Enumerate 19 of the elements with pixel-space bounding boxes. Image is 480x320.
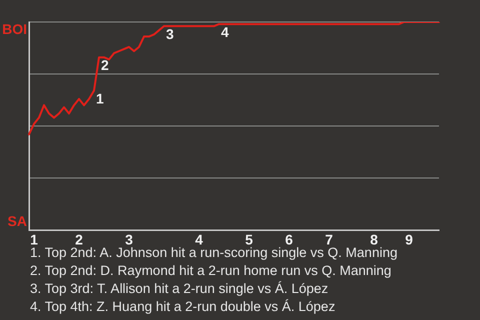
text: SA [8,212,27,229]
x-tick-label: 3 [125,231,134,248]
x-tick-label: 9 [405,231,414,248]
annotation: 1 [96,90,104,106]
annotation: 4 [221,24,229,40]
x-tick-label: 6 [285,231,294,248]
x-tick-label: 8 [370,231,378,248]
text: BOI [2,20,27,37]
annotation: 2 [101,57,109,74]
x-tick-label: 1 [30,231,38,248]
text: 4. Top 4th: Z. Huang hit a 2-run double vs Á. López [30,298,336,316]
text: 1. Top 2nd: A. Johnson hit a run-scoring single vs Q. Manning [30,245,398,262]
x-tick-label: 7 [325,231,334,248]
text: 2. Top 2nd: D. Raymond hit a 2-run home run vs Q. Manning [30,262,392,280]
text: 3. Top 3rd: T. Allison hit a 2-run single vs Á. López [30,280,330,298]
annotation: 3 [166,26,174,42]
x-tick-label: 4 [195,231,204,248]
x-tick-label: 2 [75,231,84,248]
x-tick-label: 5 [245,231,254,248]
